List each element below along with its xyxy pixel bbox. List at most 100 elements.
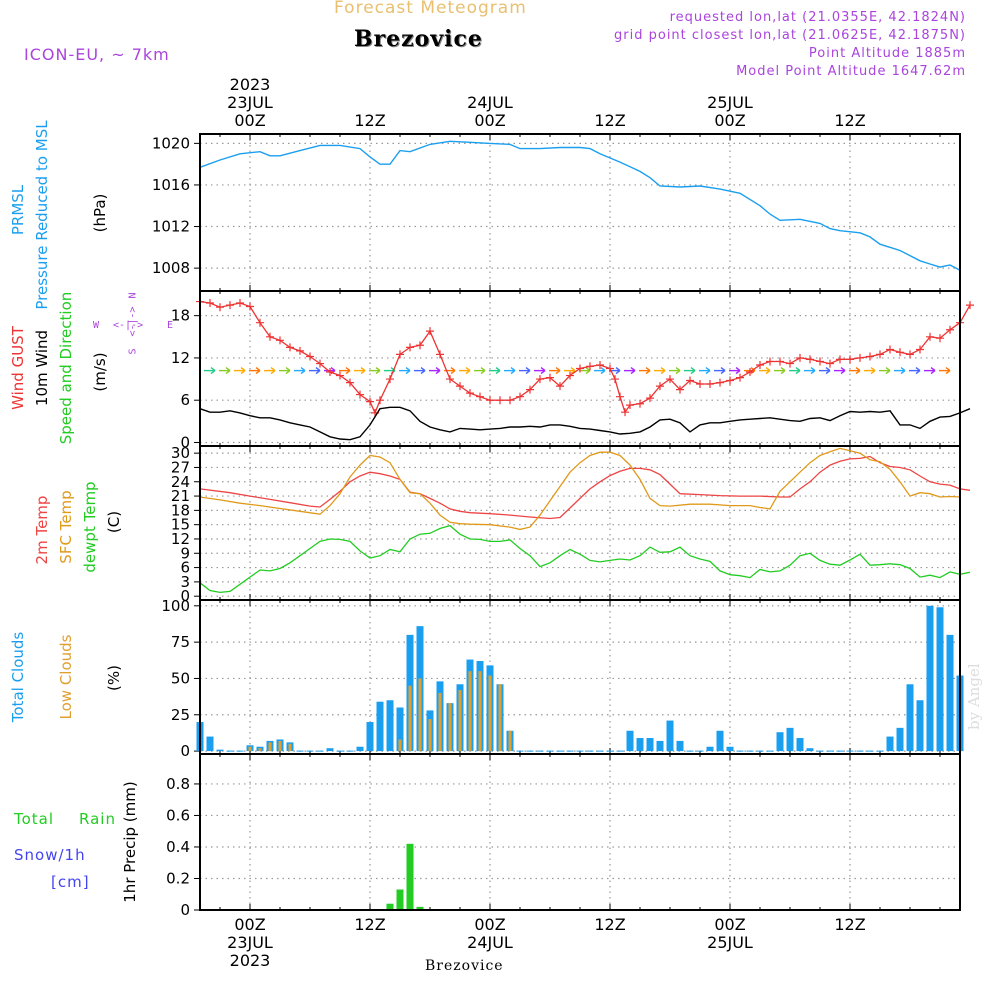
wind-gust-marker [786, 359, 794, 368]
temperature-ytick-label: 21 [171, 487, 190, 505]
wind-gust-marker [256, 318, 264, 327]
wind-gust-marker [626, 401, 634, 410]
wind-gust-marker [756, 360, 764, 369]
low-clouds-bar [398, 739, 402, 752]
total-clouds-bar [786, 727, 794, 752]
wind-gust-marker [416, 341, 424, 350]
top-time-label: 2023 [230, 75, 271, 94]
wind-direction-arrowhead [420, 367, 426, 375]
top-time-label: 12Z [594, 111, 625, 130]
total-clouds-bar [386, 700, 394, 752]
total-clouds-bar [716, 730, 724, 752]
total-clouds-bar [806, 748, 814, 752]
wind-ytick-label: 0 [180, 433, 190, 451]
wind-gust-marker [766, 357, 774, 366]
temperature-ytick-label: 24 [171, 473, 190, 491]
wind-gust-marker [806, 355, 814, 364]
wind-gust-marker [621, 408, 629, 417]
grid-point-location: grid point closest lon,lat (21.0625E, 42… [614, 28, 966, 43]
wind-gust-marker [896, 348, 904, 357]
wind-gust-marker [826, 359, 834, 368]
total-clouds-bar [646, 738, 654, 752]
wind-gust-marker [206, 298, 214, 307]
wind-gust-marker [406, 343, 414, 352]
compass-we-arrow: <-|-> [113, 320, 144, 331]
temperature-frame [199, 445, 961, 601]
temperature-ytick-label: 27 [171, 458, 190, 476]
wind-direction-arrowhead [660, 367, 666, 375]
wind-gust-marker [566, 371, 574, 380]
wind-gust-marker [266, 332, 274, 341]
temp-2m-line [199, 455, 971, 520]
wind-gust-marker [516, 392, 524, 401]
wind-direction-arrowhead [795, 367, 801, 375]
low-clouds-bar [488, 675, 492, 752]
temp-sfc-line [199, 447, 961, 531]
bottom-time-label: 23JUL [227, 933, 273, 952]
wind-gust-marker [546, 373, 554, 382]
wind-direction-arrowhead [765, 367, 771, 375]
total-clouds-bar [796, 738, 804, 752]
wind-gust-marker [736, 373, 744, 382]
wind-direction-arrowhead [450, 367, 456, 375]
model-point-altitude: Model Point Altitude 1647.62m [736, 64, 966, 79]
wind-direction-arrowhead [615, 367, 621, 375]
total-clouds-bar [886, 736, 894, 752]
wind-gust-marker [686, 376, 694, 385]
total-clouds-bar [896, 727, 904, 752]
wind-direction-arrowhead [900, 367, 906, 375]
rain-bar [406, 843, 414, 910]
wind-gust-marker [476, 392, 484, 401]
temperature-ytick-label: 15 [171, 516, 190, 534]
wind-gust-marker [666, 375, 674, 384]
precip-snow-label: Snow/1h [14, 846, 86, 864]
wind-direction-arrowhead [855, 367, 861, 375]
total-clouds-bar [216, 749, 224, 752]
low-clouds-bar [478, 671, 482, 752]
wind-direction-arrowhead [690, 367, 696, 375]
pressure-ytick-label: 1012 [152, 218, 190, 236]
wind-gust-marker [646, 394, 654, 403]
wind-gust-marker [926, 332, 934, 341]
wind-direction-arrowhead [840, 367, 846, 375]
total-clouds-bar [206, 736, 214, 752]
total-clouds-bar [726, 746, 734, 752]
wind-gust-marker [496, 396, 504, 405]
wind-gust-marker [966, 301, 974, 310]
wind-gust-marker [356, 390, 364, 399]
total-clouds-bar [666, 720, 674, 752]
wind-gust-marker [836, 355, 844, 364]
temperature-ytick-label: 12 [171, 530, 190, 548]
clouds-ytick-label: 50 [171, 669, 190, 687]
wind-gust-marker [226, 301, 234, 310]
clouds-ytick-label: 100 [161, 597, 190, 615]
wind-direction-arrowhead [300, 367, 306, 375]
temp-dewpt-line [199, 524, 971, 594]
low-clouds-bar [438, 692, 442, 752]
wind-direction-arrowhead [825, 367, 831, 375]
wind-direction-arrowhead [885, 367, 891, 375]
low-clouds-bar [468, 671, 472, 752]
wind-direction-arrowhead [345, 367, 351, 375]
wind-direction-arrowhead [720, 367, 726, 375]
bottom-time-label: 12Z [594, 915, 625, 934]
wind-gust-marker [506, 396, 514, 405]
wind-direction-arrowhead [645, 367, 651, 375]
wind-gust-marker [611, 375, 619, 384]
wind-gust-marker [276, 336, 284, 345]
top-time-label: 00Z [474, 111, 505, 130]
total-clouds-bar [706, 746, 714, 752]
wind-gust-marker [306, 352, 314, 361]
wind-gust-marker [316, 359, 324, 368]
total-clouds-bar [926, 605, 934, 752]
wind-direction-arrowhead [255, 367, 261, 375]
low-clouds-bar [498, 684, 502, 752]
point-altitude: Point Altitude 1885m [808, 46, 966, 61]
pressure-ytick-label: 1008 [152, 259, 190, 277]
wind-gust-marker [576, 364, 584, 373]
wind-direction-arrowhead [705, 367, 711, 375]
wind-direction-arrowhead [405, 367, 411, 375]
compass-e: E [167, 320, 174, 331]
precip-ytick-label: 0 [180, 901, 190, 919]
